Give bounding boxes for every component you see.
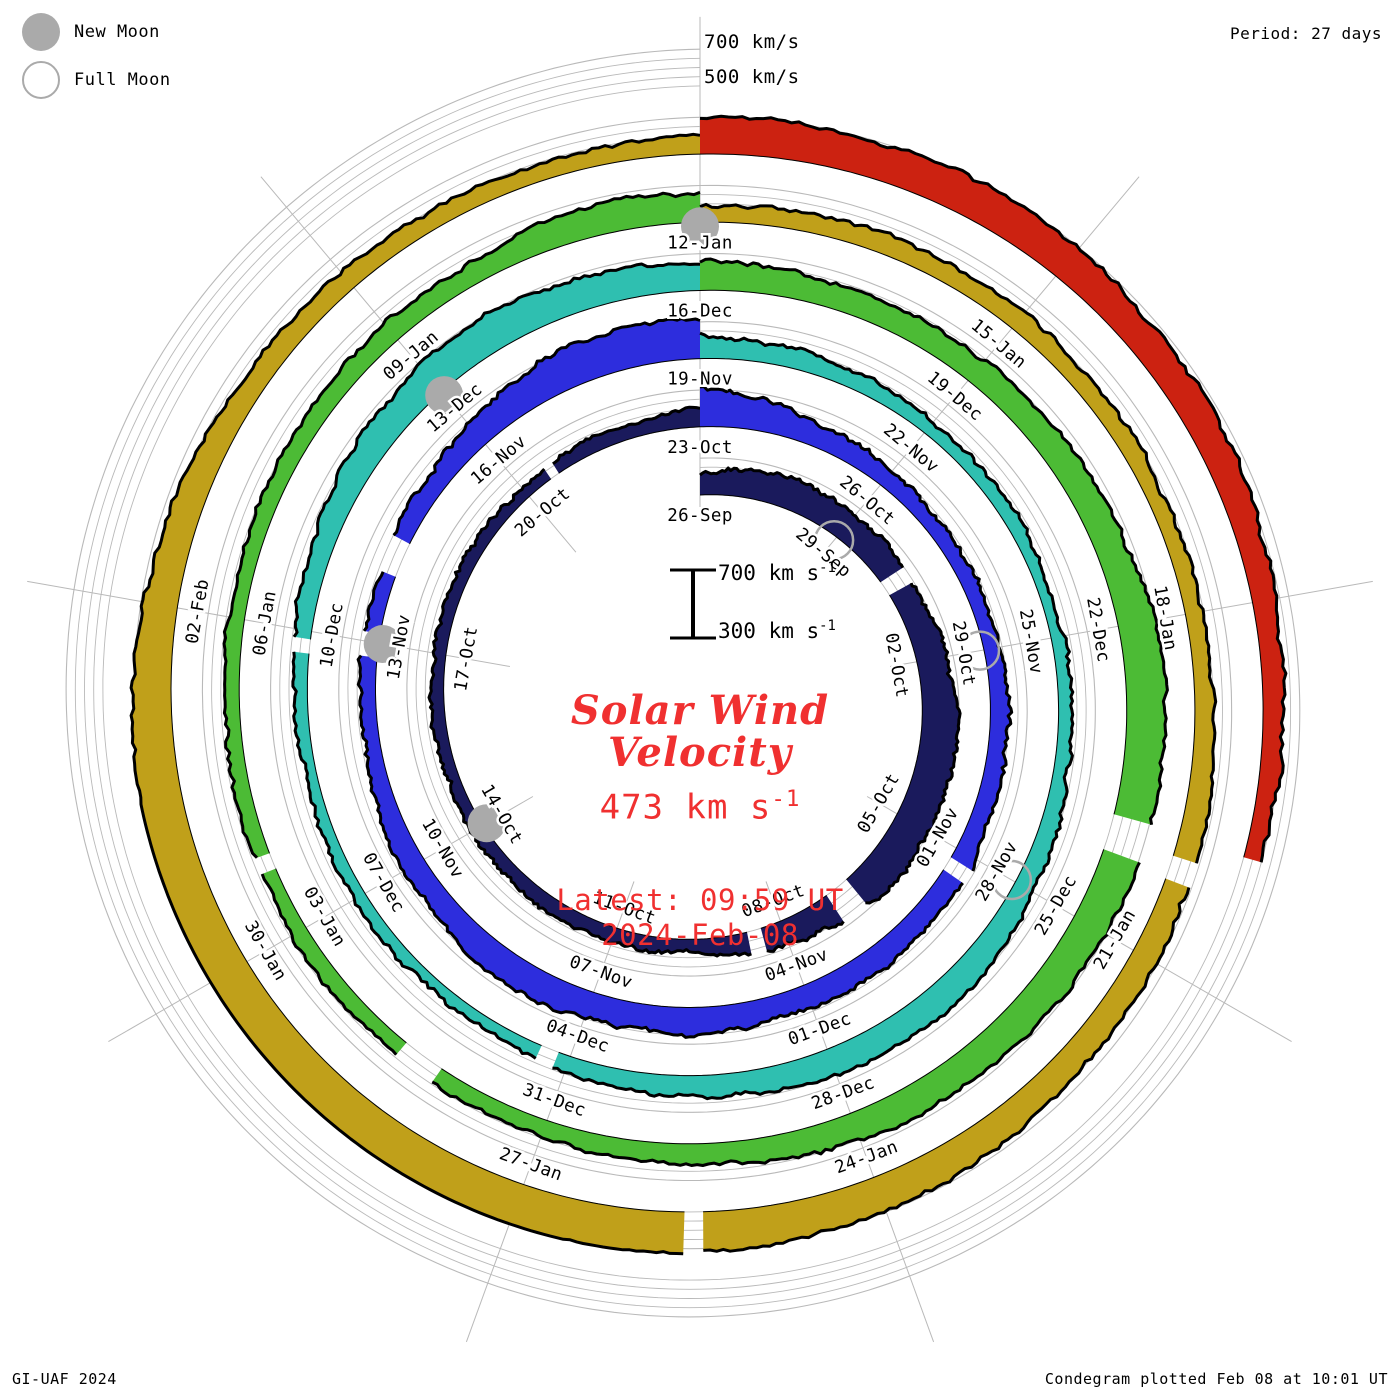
current-velocity-text: 473 km s — [599, 787, 772, 828]
scale-bar-top-label: 700 km s-1 — [718, 560, 836, 585]
scale-bar-glyph — [670, 568, 716, 640]
velocity-scale-bar: 700 km s-1 300 km s-1 — [0, 556, 1400, 652]
new-moon-icon — [425, 376, 464, 415]
latest-observation: Latest: 09:59 UT 2024-Feb-08 — [0, 883, 1400, 951]
center-info-block: 700 km s-1 300 km s-1 Solar Wind Velocit… — [0, 556, 1400, 952]
full-moon-icon — [991, 859, 1033, 901]
title-line-2: Velocity — [608, 729, 792, 776]
new-moon-icon — [681, 207, 719, 246]
latest-date: 2024-Feb-08 — [601, 917, 799, 952]
full-moon-icon — [813, 519, 855, 561]
new-moon-icon — [363, 625, 402, 663]
current-velocity-exp: -1 — [771, 786, 801, 812]
title-line-1: Solar Wind — [570, 687, 830, 734]
scale-bar-bottom-label: 300 km s-1 — [718, 618, 836, 643]
full-moon-icon — [959, 630, 1001, 671]
date-label-halo: 16-Dec — [667, 302, 733, 322]
moon-markers — [363, 207, 1033, 901]
legend-item-new-moon: New Moon — [22, 8, 322, 56]
date-label: 26-Sep — [667, 506, 733, 526]
date-label: 19-Nov — [667, 370, 733, 390]
gridline-label-500: 500 km/s — [704, 66, 800, 88]
new-moon-icon — [22, 13, 60, 51]
gridline-label-700: 700 km/s — [704, 31, 800, 53]
footer-credit: GI-UAF 2024 — [12, 1370, 117, 1388]
latest-time: Latest: 09:59 UT — [556, 883, 844, 918]
legend-label-new-moon: New Moon — [74, 22, 160, 42]
date-label: 23-Oct — [667, 438, 733, 458]
legend-label-full-moon: Full Moon — [74, 70, 171, 90]
scale-bar-top-exp: -1 — [819, 560, 836, 576]
velocity-bands — [129, 114, 1288, 1256]
date-label: 16-Dec — [667, 302, 733, 322]
current-velocity-value: 473 km s-1 — [0, 786, 1400, 827]
page-title: Solar Wind Velocity — [0, 690, 1400, 774]
scale-bar-top-text: 700 km s — [718, 561, 820, 585]
moon-legend: New Moon Full Moon — [22, 8, 322, 104]
date-label: 12-Jan — [667, 233, 733, 253]
full-moon-icon — [22, 61, 60, 99]
date-label-halo: 26-Sep — [667, 506, 733, 526]
date-label-halo: 19-Nov — [667, 370, 733, 390]
scale-bar-bottom-text: 300 km s — [718, 619, 820, 643]
new-moon-icon — [467, 804, 506, 843]
scale-bar-bottom-exp: -1 — [819, 618, 836, 634]
date-label-halo: 12-Jan — [667, 233, 733, 253]
footer-timestamp: Condegram plotted Feb 08 at 10:01 UT — [1044, 1370, 1388, 1388]
legend-item-full-moon: Full Moon — [22, 56, 322, 104]
date-label-halo: 23-Oct — [667, 438, 733, 458]
period-label: Period: 27 days — [1230, 24, 1382, 43]
